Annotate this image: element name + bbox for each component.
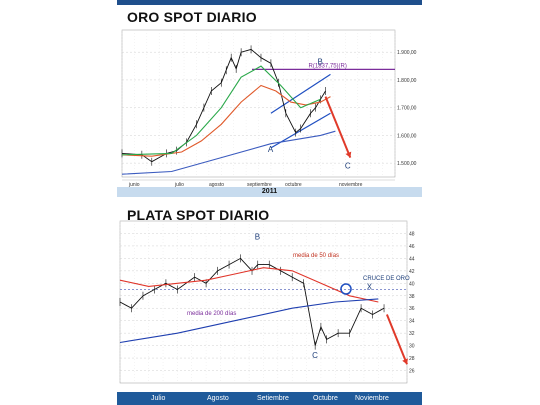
gold-chart-panel: ORO SPOT DIARIO 1.500,00 1.600,00 1.700,00… bbox=[117, 0, 422, 200]
month-label: octubre bbox=[285, 182, 302, 188]
annotation-200d: media de 200 días bbox=[187, 311, 236, 317]
forecast-arrow bbox=[324, 96, 352, 158]
month-label: Noviembre bbox=[355, 395, 389, 402]
y-tick-label: 1.500,00 bbox=[397, 161, 417, 167]
y-tick-label: 1.800,00 bbox=[397, 78, 417, 84]
month-label: noviembre bbox=[339, 182, 363, 188]
golden-cross-marker bbox=[340, 283, 352, 295]
silver-month-band: Julio Agosto Setiembre Octubre Noviembre bbox=[117, 392, 422, 405]
month-label: agosto bbox=[209, 182, 224, 188]
month-label: julio bbox=[174, 182, 184, 188]
reference-label: R(1837,75)(R) bbox=[309, 63, 347, 69]
y-tick-label: 42 bbox=[409, 269, 415, 275]
series-line bbox=[119, 267, 379, 303]
y-tick-label: 1.700,00 bbox=[397, 106, 417, 112]
channel-line bbox=[270, 73, 331, 114]
series-line bbox=[119, 298, 379, 344]
annotation-golden-cross: CRUCE DE ORO bbox=[363, 276, 410, 282]
y-tick-label: 36 bbox=[409, 306, 415, 312]
y-tick-label: 30 bbox=[409, 344, 415, 350]
y-tick-label: 48 bbox=[409, 231, 415, 237]
month-label: Setiembre bbox=[257, 395, 289, 402]
y-tick-label: 26 bbox=[409, 369, 415, 375]
forecast-arrowhead bbox=[345, 151, 352, 158]
year-label: 2011 bbox=[117, 187, 422, 197]
month-label: Octubre bbox=[313, 395, 338, 402]
y-tick-label: 32 bbox=[409, 331, 415, 337]
annotation-50d: media de 50 días bbox=[293, 253, 339, 259]
silver-chart-panel: PLATA SPOT DIARIO 26 28 30 32 34 36 38 40 42 44 46… bbox=[117, 203, 422, 405]
point-label-b: B bbox=[318, 58, 323, 67]
gold-chart-title: ORO SPOT DIARIO bbox=[127, 9, 257, 25]
y-tick-label: 38 bbox=[409, 294, 415, 300]
gold-chart-svg: 1.500,00 1.600,00 1.700,00 1.800,00 1.900,00… bbox=[121, 29, 417, 188]
y-tick-label: 1.600,00 bbox=[397, 133, 417, 139]
silver-chart-title: PLATA SPOT DIARIO bbox=[127, 207, 270, 223]
y-tick-label: 1.900,00 bbox=[397, 50, 417, 56]
y-tick-label: 40 bbox=[409, 281, 415, 287]
y-tick-label: 46 bbox=[409, 244, 415, 250]
forecast-arrowhead bbox=[402, 358, 408, 365]
point-label-x: X bbox=[367, 283, 373, 292]
y-tick-label: 28 bbox=[409, 356, 415, 362]
point-label-b: B bbox=[255, 233, 260, 242]
point-label-c: C bbox=[312, 351, 318, 360]
top-accent-bar bbox=[117, 0, 422, 5]
month-label: Julio bbox=[151, 395, 166, 402]
forecast-arrow bbox=[385, 314, 408, 365]
y-tick-label: 34 bbox=[409, 319, 415, 325]
point-label-a: A bbox=[268, 145, 274, 154]
point-label-c: C bbox=[345, 162, 351, 171]
month-label: septiembre bbox=[247, 182, 272, 188]
series-line bbox=[121, 65, 321, 156]
series-line bbox=[121, 130, 336, 175]
month-label: Agosto bbox=[207, 395, 229, 402]
y-tick-label: 44 bbox=[409, 256, 415, 262]
month-label: junio bbox=[128, 182, 140, 188]
